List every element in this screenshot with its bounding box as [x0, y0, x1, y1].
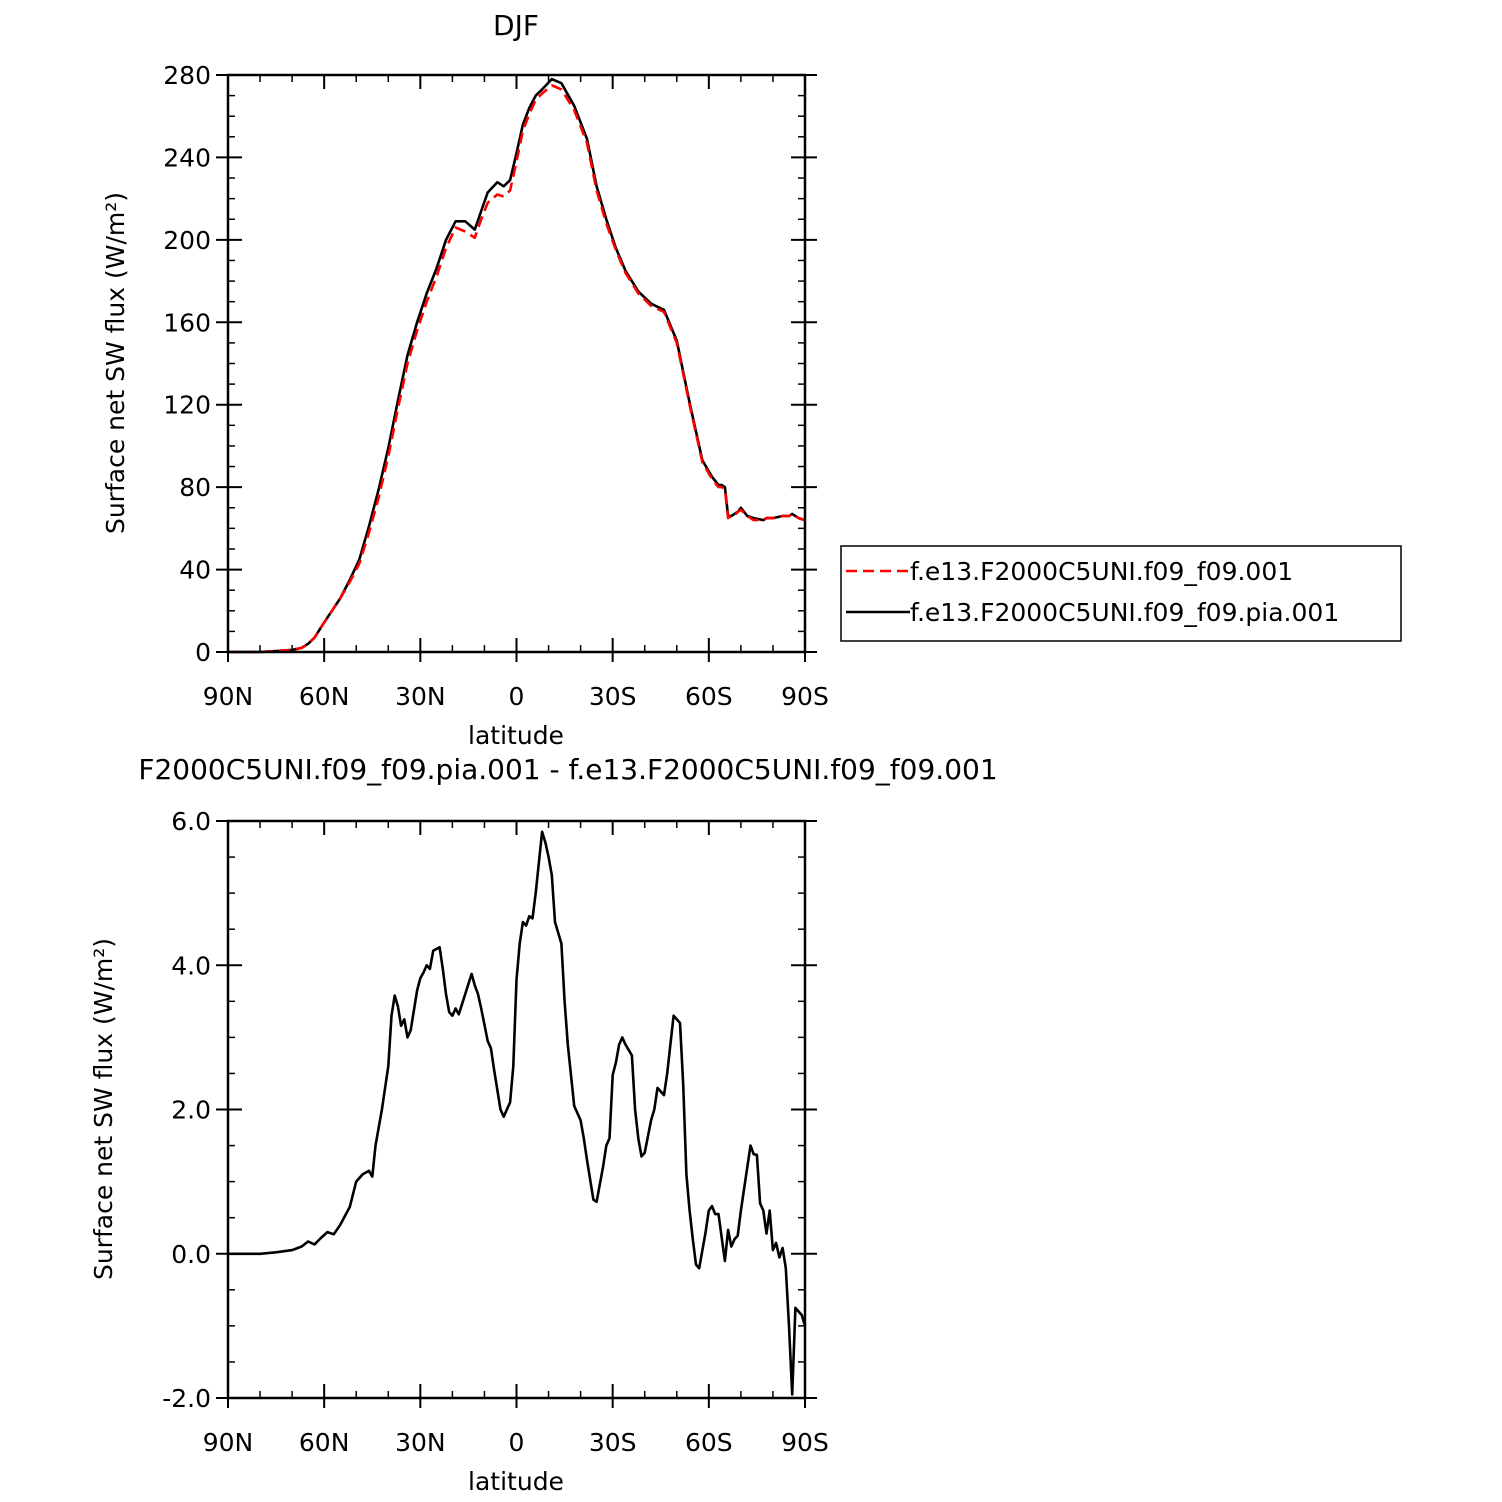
top-chart-panel: DJF 0 40 80 120 160 200 240 280 90N 60N 30N 0 30S 60…: [101, 9, 829, 750]
x-tick-label: 60S: [685, 1428, 733, 1457]
top-series-line-2: [228, 77, 806, 654]
legend-label-series-1: f.e13.F2000C5UNI.f09_f09.001: [910, 557, 1293, 586]
x-tick-label: 30N: [395, 682, 446, 711]
top-axis-ticks: [216, 74, 817, 662]
bottom-x-axis-label: latitude: [468, 1467, 564, 1496]
x-tick-label: 90N: [203, 682, 254, 711]
x-tick-label: 60N: [299, 682, 350, 711]
y-tick-label: 4.0: [171, 951, 211, 980]
bottom-series-line-1: [228, 830, 807, 1396]
top-xtick-labels: 90N 60N 30N 0 30S 60S 90S: [203, 682, 829, 711]
bottom-chart-panel: F2000C5UNI.f09_f09.pia.001 - f.e13.F2000…: [89, 753, 998, 1496]
top-plot-frame: [226, 73, 807, 654]
bottom-y-axis-label: Surface net SW flux (W/m²): [89, 938, 118, 1280]
y-tick-label: 160: [163, 308, 211, 337]
y-tick-label: 80: [179, 473, 211, 502]
top-series-line-1: [228, 84, 806, 654]
x-tick-label: 60S: [685, 682, 733, 711]
legend: f.e13.F2000C5UNI.f09_f09.001 f.e13.F2000…: [840, 545, 1402, 642]
x-tick-label: 30N: [395, 1428, 446, 1457]
y-tick-label: 240: [163, 143, 211, 172]
bottom-plot-frame: [226, 819, 807, 1400]
x-tick-label: 0: [509, 682, 525, 711]
top-chart-title: DJF: [493, 9, 539, 42]
y-tick-label: 0.0: [171, 1240, 211, 1269]
y-tick-label: 280: [163, 61, 211, 90]
top-series-lines: [228, 77, 806, 654]
y-tick-label: 200: [163, 226, 211, 255]
top-ytick-labels: 0 40 80 120 160 200 240 280: [163, 61, 211, 667]
legend-label-series-2: f.e13.F2000C5UNI.f09_f09.pia.001: [910, 598, 1339, 627]
top-y-axis-label: Surface net SW flux (W/m²): [101, 192, 130, 534]
x-tick-label: 90S: [781, 682, 829, 711]
top-x-axis-label: latitude: [468, 721, 564, 750]
y-tick-label: -2.0: [162, 1384, 211, 1413]
bottom-ytick-labels: -2.0 0.0 2.0 4.0 6.0: [162, 807, 211, 1413]
x-tick-label: 30S: [589, 1428, 637, 1457]
bottom-chart-title: F2000C5UNI.f09_f09.pia.001 - f.e13.F2000…: [138, 753, 997, 786]
x-tick-label: 0: [509, 1428, 525, 1457]
x-tick-label: 30S: [589, 682, 637, 711]
x-tick-label: 90N: [203, 1428, 254, 1457]
x-tick-label: 60N: [299, 1428, 350, 1457]
bottom-series-lines: [228, 830, 807, 1396]
bottom-axis-ticks: [216, 820, 817, 1408]
y-tick-label: 40: [179, 556, 211, 585]
x-tick-label: 90S: [781, 1428, 829, 1457]
y-tick-label: 0: [195, 638, 211, 667]
y-tick-label: 2.0: [171, 1096, 211, 1125]
legend-box: [840, 545, 1402, 642]
y-tick-label: 6.0: [171, 807, 211, 836]
bottom-xtick-labels: 90N 60N 30N 0 30S 60S 90S: [203, 1428, 829, 1457]
y-tick-label: 120: [163, 391, 211, 420]
